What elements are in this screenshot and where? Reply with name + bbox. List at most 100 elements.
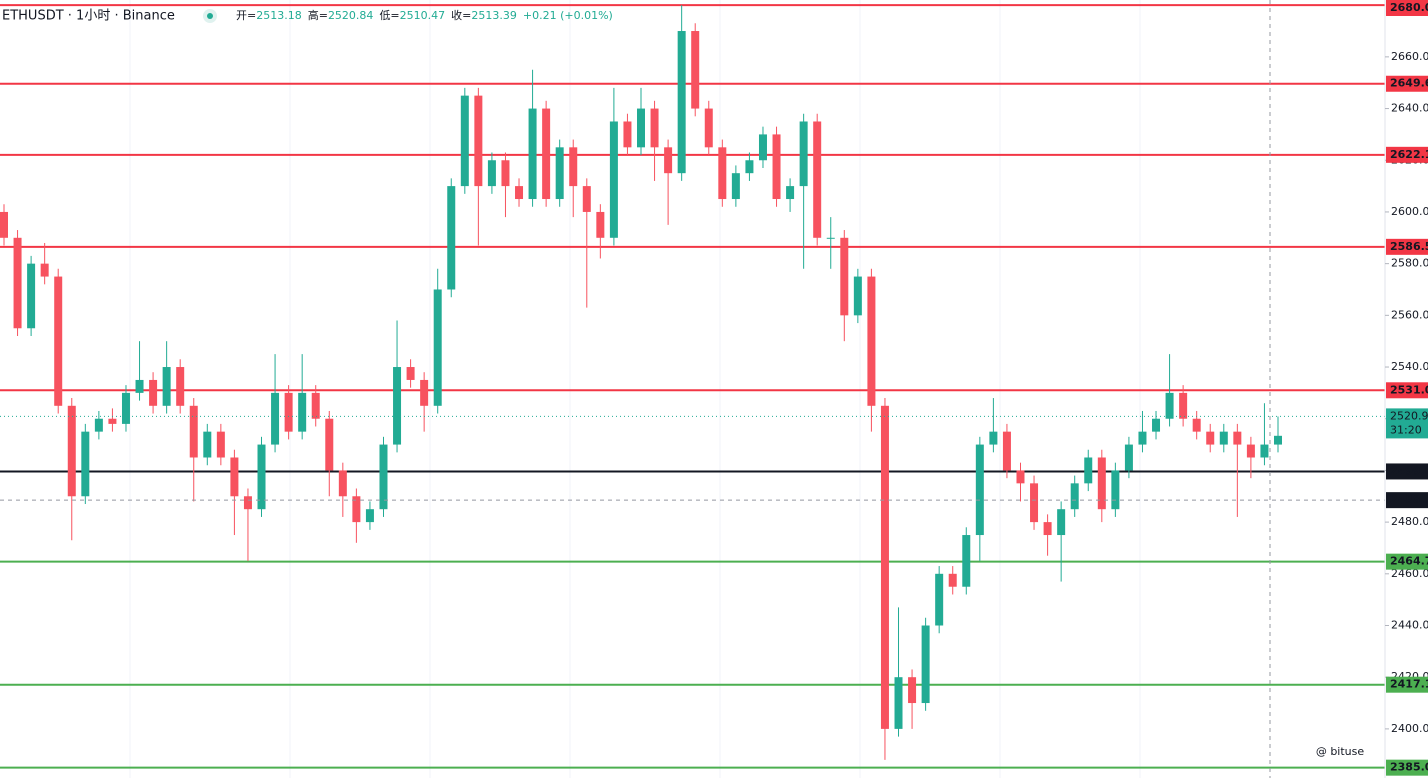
candle-body bbox=[460, 95, 469, 187]
candle-body bbox=[935, 573, 944, 626]
candle-body bbox=[1246, 444, 1255, 458]
candle-body bbox=[284, 392, 293, 432]
candle-body bbox=[189, 405, 198, 458]
candle-body bbox=[27, 263, 36, 329]
candle-body bbox=[948, 573, 957, 587]
candle-body bbox=[623, 121, 632, 148]
crosshair-label-bg bbox=[1386, 492, 1428, 509]
candle-body bbox=[216, 431, 225, 458]
current-price-bg bbox=[1386, 408, 1428, 439]
ohlc-legend: 开=2513.18 高=2520.84 低=2510.47 收=2513.39 +0.2… bbox=[236, 8, 613, 22]
candle-body bbox=[1192, 418, 1201, 432]
candle-body bbox=[731, 173, 740, 200]
ohlc-label: 低= bbox=[379, 9, 399, 22]
candle-body bbox=[813, 121, 822, 238]
candle-body bbox=[501, 160, 510, 187]
candle-body bbox=[1138, 431, 1147, 445]
candle-body bbox=[1002, 431, 1011, 471]
candle-body bbox=[542, 108, 551, 200]
candle-body bbox=[921, 625, 930, 704]
level-label-bg bbox=[1386, 75, 1428, 92]
candle-body bbox=[582, 186, 591, 212]
candle-body bbox=[1206, 431, 1215, 445]
level-label: 2680.0 bbox=[1390, 1, 1428, 14]
candle-body bbox=[40, 263, 49, 277]
candle-body bbox=[176, 367, 185, 406]
status-dot bbox=[207, 13, 213, 19]
candle-body bbox=[989, 431, 998, 445]
candle-body bbox=[433, 289, 442, 406]
y-tick-label: 2640.0 bbox=[1391, 102, 1428, 115]
y-tick-label: 2440.0 bbox=[1391, 619, 1428, 632]
candle-body bbox=[691, 31, 700, 109]
y-tick-label: 2400.0 bbox=[1391, 722, 1428, 735]
level-label-bg bbox=[1386, 238, 1428, 255]
candle-body bbox=[420, 379, 429, 406]
y-tick-label: 2540.0 bbox=[1391, 360, 1428, 373]
level-label: 2464.7 bbox=[1390, 555, 1428, 568]
candle-body bbox=[271, 392, 280, 445]
level-label: 2531.0 bbox=[1390, 383, 1428, 396]
candle-body bbox=[67, 405, 76, 497]
level-label: 2417.1 bbox=[1390, 678, 1428, 691]
y-tick-label: 2580.0 bbox=[1391, 257, 1428, 270]
candle-body bbox=[975, 444, 984, 536]
level-label: 2622.1 bbox=[1390, 148, 1428, 161]
y-tick-label: 2480.0 bbox=[1391, 515, 1428, 528]
candle-body bbox=[745, 160, 754, 174]
candle-body bbox=[365, 509, 374, 523]
candle-body bbox=[528, 108, 537, 200]
candle-body bbox=[298, 392, 307, 432]
candle-body bbox=[555, 147, 564, 200]
candle-body bbox=[393, 367, 402, 445]
y-tick-label: 2560.0 bbox=[1391, 308, 1428, 321]
candle-body bbox=[569, 147, 578, 187]
candle-body bbox=[758, 134, 767, 161]
watermark: @ bituse bbox=[1316, 745, 1365, 758]
candle-body bbox=[203, 431, 212, 458]
candle-body bbox=[894, 677, 903, 729]
vertical-grid bbox=[129, 0, 1141, 778]
candle-body bbox=[1057, 509, 1066, 536]
y-tick-label: 2460.0 bbox=[1391, 567, 1428, 580]
candle-body bbox=[1097, 457, 1106, 510]
level-label-bg bbox=[1386, 382, 1428, 399]
current-price: 2520.9 bbox=[1390, 409, 1428, 422]
candle-body bbox=[677, 31, 686, 174]
change: +0.21 (+0.01%) bbox=[523, 9, 613, 22]
ohlc-value: 2510.47 bbox=[400, 9, 446, 22]
y-tick-label: 2600.0 bbox=[1391, 205, 1428, 218]
candle-body bbox=[786, 186, 795, 200]
level-label: 2385.0 bbox=[1390, 761, 1428, 774]
level-label: 2586.5 bbox=[1390, 240, 1428, 253]
symbol: ETHUSDT · 1小时 · Binance bbox=[2, 9, 175, 24]
candle-body bbox=[1274, 435, 1282, 445]
level-label-bg bbox=[1386, 553, 1428, 570]
candle-body bbox=[54, 276, 63, 406]
candle-body bbox=[311, 392, 320, 419]
level-label-bg bbox=[1386, 759, 1428, 776]
candle-body bbox=[1043, 522, 1052, 536]
countdown: 31:20 bbox=[1390, 423, 1422, 436]
candle-body bbox=[596, 211, 605, 238]
candle-body bbox=[664, 147, 673, 174]
candle-body bbox=[406, 367, 415, 380]
candle-body bbox=[853, 276, 862, 316]
candle-body bbox=[1016, 470, 1025, 484]
level-label-bg bbox=[1386, 463, 1428, 480]
candle-body bbox=[650, 108, 659, 148]
candle-body bbox=[718, 147, 727, 200]
candle-body bbox=[230, 457, 239, 497]
candle-body bbox=[908, 677, 917, 704]
candle-body bbox=[135, 379, 144, 393]
candle-body bbox=[1260, 444, 1269, 458]
candle-body bbox=[1152, 418, 1161, 432]
candle-body bbox=[637, 108, 645, 148]
candle-body bbox=[772, 134, 781, 200]
ohlc-value: 2513.18 bbox=[256, 9, 302, 22]
candle-body bbox=[257, 444, 266, 510]
candle-body bbox=[1219, 431, 1228, 445]
candle-body bbox=[108, 418, 117, 424]
